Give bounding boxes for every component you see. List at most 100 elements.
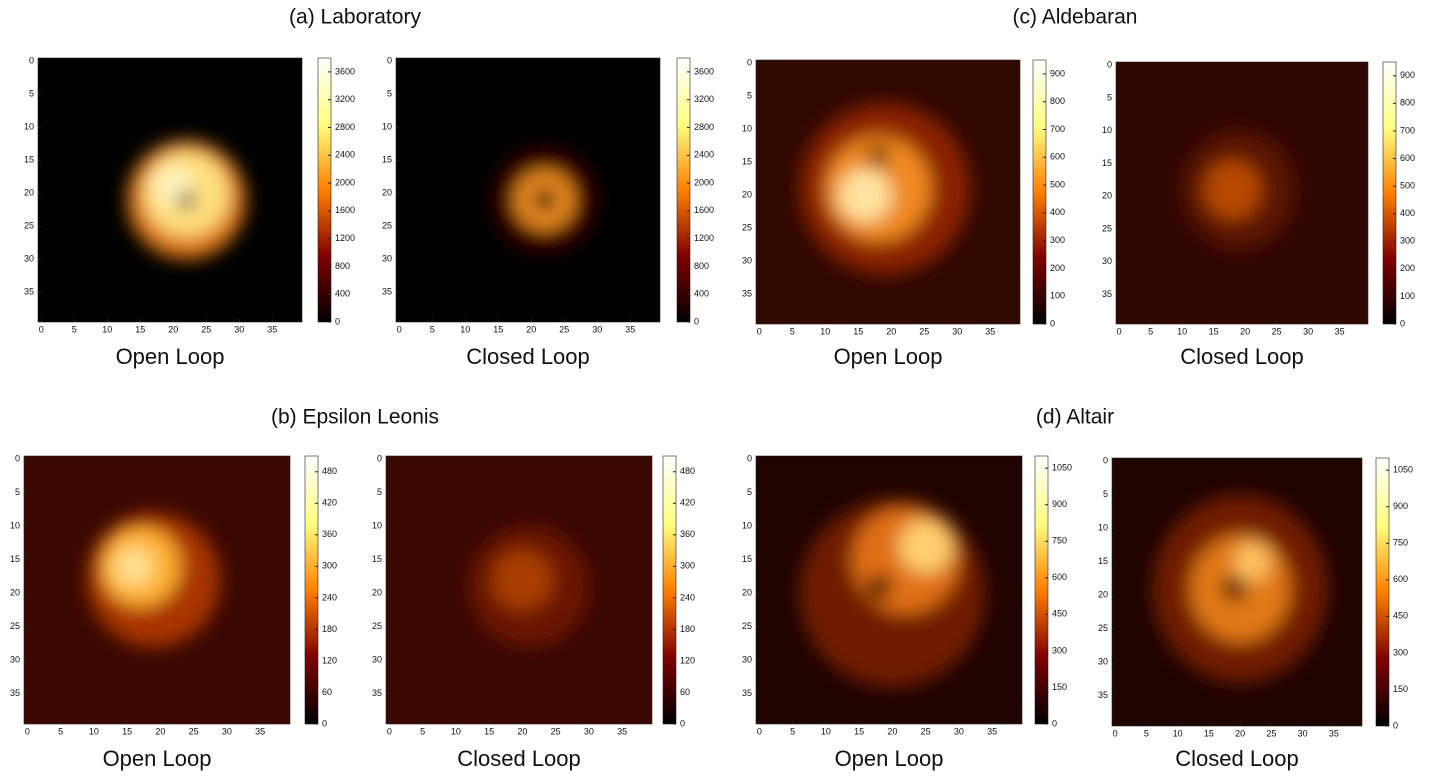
x-label: Closed Loop <box>1175 746 1299 771</box>
x-label: Open Loop <box>834 344 943 369</box>
colorbar-tick-label: 400 <box>1050 207 1065 217</box>
image-frame <box>755 59 1021 325</box>
x-tick-label: 15 <box>1204 728 1214 738</box>
x-tick-label: 5 <box>420 726 425 736</box>
y-tick-label: 25 <box>372 621 382 631</box>
x-tick-label: 30 <box>592 324 602 334</box>
y-tick-label: 30 <box>742 256 752 266</box>
colorbar-tick-label: 180 <box>680 624 695 634</box>
y-tick-label: 15 <box>10 554 20 564</box>
colorbar <box>317 57 332 323</box>
intensity-blob <box>867 145 889 167</box>
colorbar-tick-label: 600 <box>1393 574 1408 584</box>
colorbar-tick-label: 180 <box>322 624 337 634</box>
x-tick-label: 0 <box>757 326 762 336</box>
y-tick-label: 35 <box>24 287 34 297</box>
y-tick-label: 10 <box>382 122 392 132</box>
y-tick-label: 20 <box>742 588 752 598</box>
x-label: Open Loop <box>116 344 225 369</box>
x-tick-label: 35 <box>987 726 997 736</box>
colorbar-tick-label: 300 <box>1400 236 1415 246</box>
x-tick-label: 5 <box>1148 326 1153 336</box>
image-frame <box>1111 457 1363 727</box>
colorbar-tick-label: 0 <box>1393 720 1398 730</box>
y-tick-label: 20 <box>24 188 34 198</box>
y-tick-label: 15 <box>372 554 382 564</box>
x-tick-label: 10 <box>820 326 830 336</box>
colorbar-tick-label: 480 <box>680 466 695 476</box>
colorbar-tick-label: 60 <box>680 687 690 697</box>
intensity-blob <box>492 549 553 611</box>
y-tick-label: 0 <box>387 56 392 66</box>
panel-title: (d) Altair <box>1036 406 1114 429</box>
colorbar-tick-label: 600 <box>1052 572 1067 582</box>
x-tick-label: 20 <box>517 726 527 736</box>
x-tick-label: 15 <box>484 726 494 736</box>
x-tick-label: 5 <box>72 324 77 334</box>
x-tick-label: 0 <box>387 726 392 736</box>
x-tick-label: 15 <box>853 326 863 336</box>
image-frame <box>755 455 1023 725</box>
y-tick-label: 10 <box>742 124 752 134</box>
y-tick-label: 35 <box>382 287 392 297</box>
x-tick-label: 20 <box>526 324 536 334</box>
y-tick-label: 5 <box>29 89 34 99</box>
colorbar-tick-label: 420 <box>680 498 695 508</box>
intensity-blob <box>1233 541 1272 582</box>
x-tick-label: 5 <box>430 324 435 334</box>
heatmap-image <box>799 499 986 688</box>
y-tick-label: 35 <box>1098 690 1108 700</box>
x-tick-label: 0 <box>25 726 30 736</box>
y-tick-label: 35 <box>1102 289 1112 299</box>
colorbar-tick-label: 300 <box>680 561 695 571</box>
colorbar-tick-label: 1200 <box>335 233 355 243</box>
y-tick-label: 25 <box>1102 223 1112 233</box>
y-tick-label: 30 <box>24 254 34 264</box>
y-tick-label: 0 <box>1103 456 1108 466</box>
y-tick-label: 15 <box>1098 556 1108 566</box>
x-tick-label: 25 <box>1272 326 1282 336</box>
x-tick-label: 25 <box>559 324 569 334</box>
x-tick-label: 10 <box>821 726 831 736</box>
y-tick-label: 35 <box>10 688 20 698</box>
x-tick-label: 0 <box>1113 728 1118 738</box>
colorbar <box>1032 59 1047 325</box>
y-tick-label: 10 <box>372 521 382 531</box>
colorbar-tick-label: 450 <box>1052 609 1067 619</box>
y-tick-label: 5 <box>15 487 20 497</box>
colorbar-tick-label: 700 <box>1050 124 1065 134</box>
colorbar-tick-label: 2400 <box>335 150 355 160</box>
colorbar-tick-label: 2800 <box>335 122 355 132</box>
panel-title: (a) Laboratory <box>289 6 421 29</box>
colorbar-tick-label: 900 <box>1400 70 1415 80</box>
x-tick-label: 0 <box>757 726 762 736</box>
colorbar-tick-label: 900 <box>1393 501 1408 511</box>
y-tick-label: 15 <box>742 554 752 564</box>
y-tick-label: 10 <box>24 122 34 132</box>
heatmap-image <box>491 147 598 253</box>
panel-title: (b) Epsilon Leonis <box>271 406 439 429</box>
colorbar-tick-label: 800 <box>1400 98 1415 108</box>
colorbar-tick-label: 0 <box>680 718 685 728</box>
colorbar-tick-label: 0 <box>322 718 327 728</box>
colorbar-tick-label: 900 <box>1050 68 1065 78</box>
intensity-blob <box>113 546 154 587</box>
x-label: Closed Loop <box>457 746 581 771</box>
colorbar-tick-label: 900 <box>1052 499 1067 509</box>
colorbar-tick-label: 420 <box>322 498 337 508</box>
y-tick-label: 30 <box>382 254 392 264</box>
y-tick-label: 35 <box>372 688 382 698</box>
y-tick-label: 35 <box>742 688 752 698</box>
colorbar-tick-label: 500 <box>1050 179 1065 189</box>
intensity-blob <box>867 574 891 599</box>
colorbar-tick-label: 240 <box>322 592 337 602</box>
x-tick-label: 25 <box>201 324 211 334</box>
y-tick-label: 0 <box>747 58 752 68</box>
colorbar-tick-label: 0 <box>335 316 340 326</box>
x-tick-label: 35 <box>625 324 635 334</box>
colorbar-tick-label: 480 <box>322 466 337 476</box>
y-tick-label: 25 <box>1098 623 1108 633</box>
heatmap-image <box>87 512 221 647</box>
y-tick-label: 25 <box>10 621 20 631</box>
